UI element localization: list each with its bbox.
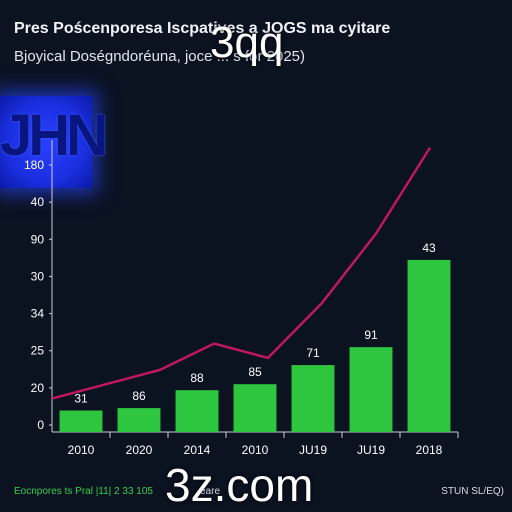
x-tick-label: JU19: [299, 443, 327, 457]
chart-title: Pres Poścenporesa Iscpatives a JOGS ma c…: [14, 20, 391, 37]
bar-value-label: 71: [306, 346, 320, 360]
bar-value-label: 43: [422, 241, 436, 255]
x-tick-label: 2010: [242, 443, 269, 457]
x-tick-label: 2014: [184, 443, 211, 457]
bar: [349, 347, 393, 432]
trend-line-group: [51, 146, 432, 400]
logo-badge: [0, 96, 92, 188]
bar-labels: 31 86 88 85 71 91 43: [74, 241, 436, 406]
footer-source-text: Eocnpores ts Pral |11| 2 33 105: [14, 486, 153, 497]
y-tick-label: 90: [31, 232, 45, 246]
bar-value-label: 86: [132, 389, 146, 403]
y-tick-label: 34: [31, 307, 45, 321]
y-tick-label: 30: [31, 269, 45, 283]
bar: [407, 259, 451, 432]
footer-right-text: STUN SL/EQ): [441, 486, 504, 497]
y-tick-label: 180: [24, 158, 44, 172]
bar-value-label: 91: [364, 328, 378, 342]
bar: [291, 365, 335, 432]
y-tick-label: 25: [31, 344, 45, 358]
bar-value-label: 88: [190, 371, 204, 385]
legend-entry: eare: [200, 486, 221, 497]
bar-value-label: 85: [248, 365, 262, 379]
x-axis: 2010 2020 2014 2010 JU19 JU19 2018: [52, 431, 459, 457]
y-tick-label: 0: [37, 418, 44, 432]
y-tick-label: 40: [31, 195, 45, 209]
y-axis: 0 20 25 34 30 90 40 180: [24, 140, 53, 432]
bar-value-label: 31: [74, 391, 88, 405]
logo-text: JHN: [0, 103, 108, 168]
x-tick-label: JU19: [357, 443, 385, 457]
x-tick-label: 2020: [126, 443, 153, 457]
bottom-watermark: 3z.com: [165, 459, 314, 511]
x-tick-label: 2018: [416, 443, 443, 457]
chart-subtitle: Bjoyical Doségndoréuna, joce ... s for 2…: [14, 48, 305, 65]
bar: [117, 408, 161, 432]
top-watermark: 3qq: [210, 18, 284, 67]
bar: [233, 384, 277, 432]
y-tick-label: 20: [31, 381, 45, 395]
x-tick-label: 2010: [68, 443, 95, 457]
bar: [175, 390, 219, 432]
trend-line: [51, 146, 432, 400]
bar: [59, 410, 103, 432]
bars: [59, 259, 451, 432]
